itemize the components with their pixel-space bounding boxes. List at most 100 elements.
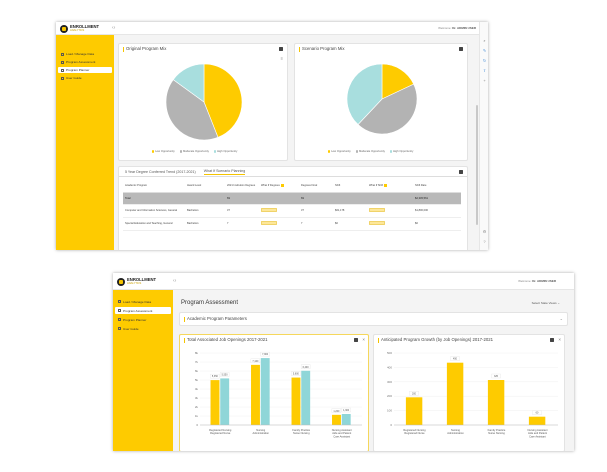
data-label-box <box>260 351 270 357</box>
sidebar-item-program-planner[interactable]: Program Planner <box>115 316 171 323</box>
data-label-box <box>250 358 261 364</box>
bar[interactable] <box>301 370 311 425</box>
main-content: Original Program Mix ≡ Low Opportunity M… <box>114 35 479 250</box>
collapse-sidebar-icon[interactable]: ‹› <box>173 278 177 284</box>
pie-legend: Low Opportunity Moderate Opportunity Hig… <box>328 150 413 153</box>
book-icon <box>118 327 121 330</box>
bar[interactable] <box>405 397 423 425</box>
legend-moderate: Moderate Opportunity <box>179 150 209 153</box>
chart-title: Anticipated Program Growth (by Job Openi… <box>378 337 493 343</box>
expand-icon[interactable] <box>550 338 554 342</box>
bar[interactable] <box>528 416 546 425</box>
bar[interactable] <box>487 380 505 425</box>
tab-degree-trend[interactable]: 5 Year Degree Conferred Trend (2017-2021… <box>125 169 196 174</box>
legend-moderate: Moderate Opportunity <box>355 150 385 153</box>
bar[interactable] <box>220 378 230 425</box>
brand-logo: ENROLLMENT ANALYTICS <box>60 24 99 33</box>
x-category-label: Registered Nursing Registered Nurse <box>209 428 232 435</box>
table-header-row: Academic Program Award Level 2021 Instit… <box>123 180 461 193</box>
chevron-down-icon: ⌄ <box>557 301 560 305</box>
scenario-table: Academic Program Award Level 2021 Instit… <box>123 180 461 231</box>
bar[interactable] <box>251 364 260 425</box>
tab-what-if[interactable]: What If Scenario Planning <box>203 168 246 175</box>
state-view-select[interactable]: Select State Views ⌄ <box>531 301 560 305</box>
input-marker-icon <box>384 184 387 187</box>
y-tick-label: 400 <box>387 365 392 369</box>
chart-menu-icon[interactable]: ≡ <box>280 56 283 61</box>
x-category-label: Registered Nursing Registered Nurse <box>403 428 426 435</box>
bar[interactable] <box>446 362 464 425</box>
pie-slice-low-opportunity[interactable] <box>381 63 415 100</box>
tab-bar: 5 Year Degree Conferred Trend (2017-2021… <box>119 167 467 177</box>
data-label: 1,200 <box>333 410 340 413</box>
search-icon[interactable]: ⌕ <box>483 38 486 43</box>
settings-icon[interactable]: ⚙ <box>482 229 487 234</box>
chevron-down-icon[interactable]: ⌄ <box>559 316 563 321</box>
pie-slice-low-opportunity[interactable] <box>203 63 243 138</box>
chart-icon <box>61 60 64 64</box>
sidebar-item-load-data[interactable]: Load / Manage Data <box>58 51 112 57</box>
x-category-label: Nursing Administration <box>253 428 270 435</box>
y-tick-label: 3k <box>195 396 199 400</box>
pie-slice-moderate-opportunity[interactable] <box>357 83 418 135</box>
bar[interactable] <box>332 414 341 425</box>
pie-slice-high-opportunity[interactable] <box>172 63 205 103</box>
add-icon[interactable]: + <box>483 78 486 83</box>
legend-high: High Opportunity <box>213 150 237 153</box>
what-if-shift-input[interactable] <box>369 221 385 225</box>
sidebar-item-program-planner[interactable]: Program Planner <box>58 67 112 73</box>
y-tick-label: 7k <box>195 360 199 364</box>
sidebar: Load / Manage Data Program Assessment Pr… <box>56 35 114 250</box>
close-icon[interactable]: × <box>362 337 365 342</box>
refresh-icon[interactable]: ↻ <box>482 58 487 63</box>
data-label-box <box>300 364 311 369</box>
y-tick-label: 6k <box>195 369 199 373</box>
scenario-program-mix-card: Scenario Program Mix Low Opportunity Mod… <box>294 43 468 161</box>
scenario-table-card: 5 Year Degree Conferred Trend (2017-2021… <box>118 166 468 250</box>
data-label: 5,350 <box>212 375 219 378</box>
sidebar-item-user-guide[interactable]: User Guide <box>115 325 171 332</box>
bar[interactable] <box>341 413 351 425</box>
parameters-title: Academic Program Parameters <box>184 316 247 322</box>
welcome-text: Welcome: Dr. ADMIN USER <box>438 26 476 30</box>
bar[interactable] <box>260 358 270 425</box>
bar[interactable] <box>291 377 301 425</box>
table-total-row: Total 69 69 $2,345,561 <box>123 192 461 205</box>
job-openings-card: Total Associated Job Openings 2017-2021 … <box>179 334 369 451</box>
page-title: Program Assessment <box>181 300 239 306</box>
share-icon[interactable]: ⇪ <box>482 68 487 73</box>
y-tick-label: 300 <box>387 380 392 384</box>
program-assessment-screenshot: ENROLLMENT ANALYTICS ‹› Welcome: Dr. ADMI… <box>113 273 574 451</box>
what-if-shift-input[interactable] <box>369 208 385 212</box>
original-pie-chart <box>165 63 243 141</box>
y-tick-label: 2k <box>195 405 199 409</box>
pie-slice-high-opportunity[interactable] <box>346 63 383 125</box>
what-if-degrees-input[interactable] <box>261 221 277 225</box>
parameters-panel[interactable]: Academic Program Parameters ⌄ <box>179 312 568 326</box>
data-label-box <box>450 356 460 361</box>
scrollbar[interactable] <box>476 105 478 225</box>
export-icon[interactable] <box>459 170 463 174</box>
sidebar-item-program-assessment[interactable]: Program Assessment <box>58 59 112 65</box>
x-category-label: Nursing Assistant Aide and Patient Care As… <box>527 428 547 438</box>
sidebar-item-load-data[interactable]: Load / Manage Data <box>115 298 171 305</box>
expand-icon[interactable] <box>279 47 283 51</box>
column-header: What If Degrees <box>259 180 299 193</box>
pin-icon[interactable]: ✎ <box>482 48 487 53</box>
bar[interactable] <box>210 380 220 425</box>
pie-slice-moderate-opportunity[interactable] <box>165 79 219 141</box>
expand-icon[interactable] <box>354 338 358 342</box>
planner-icon <box>61 68 64 72</box>
legend-high: High Opportunity <box>389 150 413 153</box>
sidebar-item-program-assessment[interactable]: Program Assessment <box>115 307 171 314</box>
expand-icon[interactable] <box>459 47 463 51</box>
close-icon[interactable]: × <box>558 337 561 342</box>
column-header: Shift <box>333 180 367 193</box>
what-if-degrees-input[interactable] <box>261 208 277 212</box>
chart-title: Total Associated Job Openings 2017-2021 <box>184 337 268 343</box>
data-label-box <box>210 373 220 379</box>
sidebar-item-user-guide[interactable]: User Guide <box>58 75 112 81</box>
x-category-label: Nursing Assistant Aide and Patient Care As… <box>332 428 352 438</box>
help-icon[interactable]: ? <box>483 239 486 244</box>
collapse-sidebar-icon[interactable]: ‹› <box>112 25 116 31</box>
